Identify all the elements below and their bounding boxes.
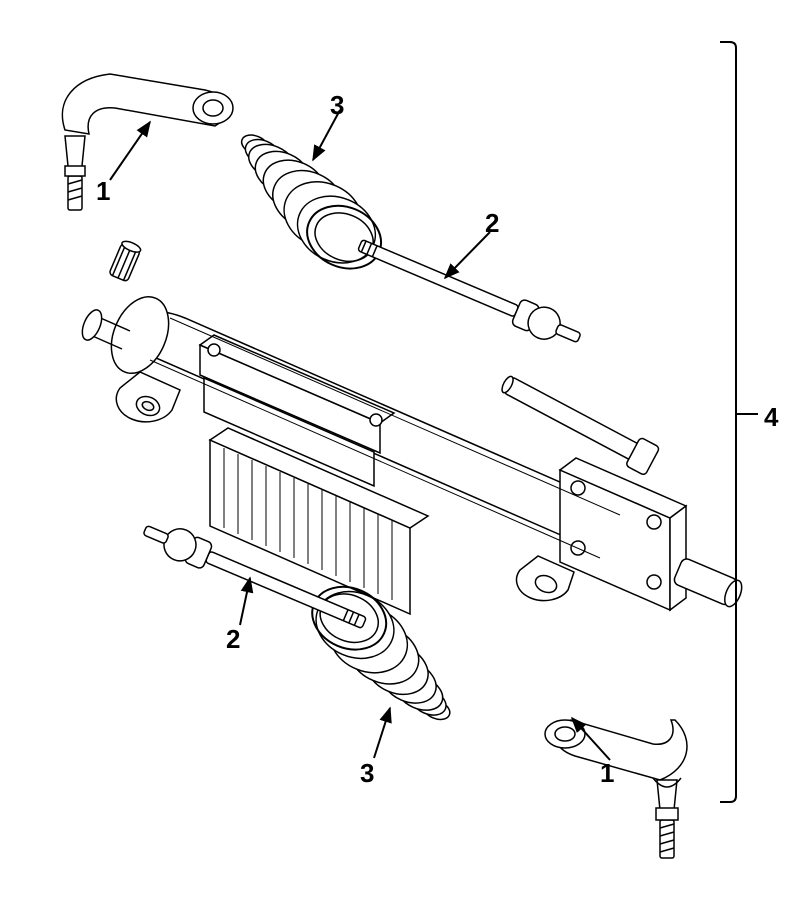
outer-tie-rod-end-top <box>62 74 233 210</box>
callout-label-1-bottom: 1 <box>600 758 614 789</box>
parts-drawing <box>0 0 794 900</box>
inner-tie-rod-top <box>354 230 586 352</box>
technical-diagram: 1 3 2 2 3 1 4 <box>0 0 794 900</box>
callout-label-4-assembly: 4 <box>764 402 778 433</box>
assembly-brace <box>720 42 758 802</box>
callout-label-3-top: 3 <box>330 90 344 121</box>
callout-label-2-top: 2 <box>485 208 499 239</box>
outer-tie-rod-end-bottom <box>545 720 687 858</box>
callout-label-2-bottom: 2 <box>226 624 240 655</box>
callout-label-3-bottom: 3 <box>360 758 374 789</box>
callout-label-1-top: 1 <box>96 176 110 207</box>
